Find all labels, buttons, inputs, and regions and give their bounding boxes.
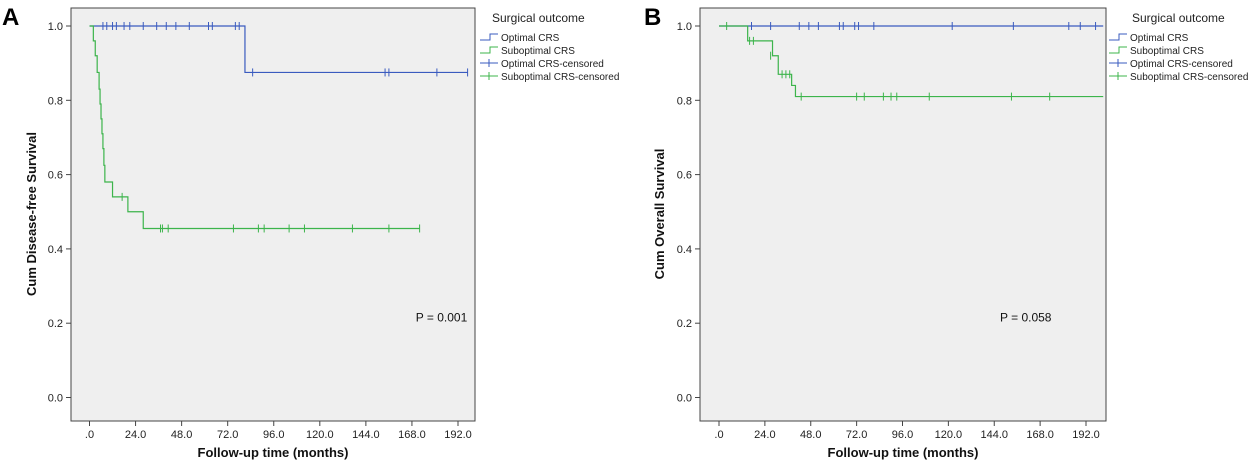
panel-a: A Cum Disease-free Survival Follow-up ti… <box>2 4 619 460</box>
panel-b-xtick-label: 120.0 <box>935 429 963 441</box>
panel-a-xtick-label: .0 <box>85 429 94 441</box>
panel-a-xtick-label: 48.0 <box>171 429 192 441</box>
panel-b-xtick-label: 48.0 <box>800 429 821 441</box>
panel-b-ytick-label: 0.8 <box>677 95 692 107</box>
panel-a-suboptimal-crs-line <box>89 25 420 230</box>
panel-a-legend: Surgical outcome Optimal CRS Suboptimal C… <box>480 11 619 83</box>
panel-b-ytick-label: 0.2 <box>677 318 692 330</box>
panel-b-legend-title: Surgical outcome <box>1132 11 1225 25</box>
panel-a-ylabel: Cum Disease-free Survival <box>24 132 39 296</box>
panel-b-suboptimal-crs-line <box>719 25 1104 98</box>
panel-a-xtick-label: 96.0 <box>263 429 284 441</box>
panel-a-ytick-label: 0.6 <box>48 170 63 182</box>
legend-label: Optimal CRS <box>1130 33 1189 44</box>
panel-a-xtick-label: 168.0 <box>398 429 426 441</box>
panel-b-xtick-label: 72.0 <box>846 429 867 441</box>
panel-b-plot-area <box>699 7 1107 422</box>
legend-swatch <box>1109 33 1127 41</box>
panel-a-ytick-label: 0.4 <box>48 244 63 256</box>
panel-a-optimal-crs-line <box>89 25 468 74</box>
panel-b: B Cum Overall Survival Follow-up time (m… <box>644 4 1248 460</box>
panel-a-xlabel: Follow-up time (months) <box>198 445 349 460</box>
panel-a-ytick-label: 0.2 <box>48 318 63 330</box>
panel-a-xtick-label: 72.0 <box>217 429 238 441</box>
panel-b-ytick-label: 0.6 <box>677 170 692 182</box>
panel-b-ylabel: Cum Overall Survival <box>652 149 667 280</box>
panel-a-p-value: P = 0.001 <box>416 310 468 324</box>
legend-label: Suboptimal CRS <box>501 46 575 57</box>
panel-b-xtick-label: 144.0 <box>980 429 1008 441</box>
panel-b-xtick-label: 192.0 <box>1072 429 1100 441</box>
panel-a-series <box>89 22 469 233</box>
panel-a-xtick-label: 24.0 <box>125 429 146 441</box>
legend-label: Optimal CRS-censored <box>501 59 604 70</box>
panel-a-legend-title: Surgical outcome <box>492 11 585 25</box>
panel-a-xtick-label: 120.0 <box>306 429 334 441</box>
panel-b-series <box>719 22 1104 101</box>
legend-swatch <box>480 46 498 54</box>
panel-b-xtick-label: 24.0 <box>754 429 775 441</box>
legend-label: Suboptimal CRS-censored <box>1130 72 1248 83</box>
legend-label: Suboptimal CRS <box>1130 46 1204 57</box>
panel-b-ytick-label: 1.0 <box>677 21 692 33</box>
panel-b-p-value: P = 0.058 <box>1000 310 1052 324</box>
panel-a-label: A <box>2 4 19 31</box>
panel-a-xtick-label: 144.0 <box>352 429 380 441</box>
panel-b-xtick-label: 96.0 <box>892 429 913 441</box>
panel-b-legend: Surgical outcome Optimal CRS Suboptimal C… <box>1109 11 1248 83</box>
panel-a-ticks: 0.0 0.2 0.4 0.6 0.8 1.0 .0 24.0 48.0 72.0 96.0 120.… <box>48 21 472 441</box>
legend-label: Optimal CRS-censored <box>1130 59 1233 70</box>
legend-label: Suboptimal CRS-censored <box>501 72 619 83</box>
panel-a-ytick-label: 0.0 <box>48 393 63 405</box>
panel-a-ytick-label: 1.0 <box>48 21 63 33</box>
panel-b-ticks: 0.0 0.2 0.4 0.6 0.8 1.0 .0 24.0 48.0 72.0 96.0 120.… <box>677 21 1100 441</box>
panel-b-xtick-label: 168.0 <box>1026 429 1054 441</box>
legend-label: Optimal CRS <box>501 33 560 44</box>
panel-b-label: B <box>644 4 661 31</box>
panel-b-ytick-label: 0.0 <box>677 393 692 405</box>
panel-a-ytick-label: 0.8 <box>48 95 63 107</box>
legend-swatch <box>1109 46 1127 54</box>
panel-a-plot-area <box>70 7 476 422</box>
panel-b-xlabel: Follow-up time (months) <box>828 445 979 460</box>
panel-a-xtick-label: 192.0 <box>444 429 472 441</box>
panel-b-ytick-label: 0.4 <box>677 244 692 256</box>
legend-swatch <box>480 33 498 41</box>
panel-b-xtick-label: .0 <box>714 429 723 441</box>
